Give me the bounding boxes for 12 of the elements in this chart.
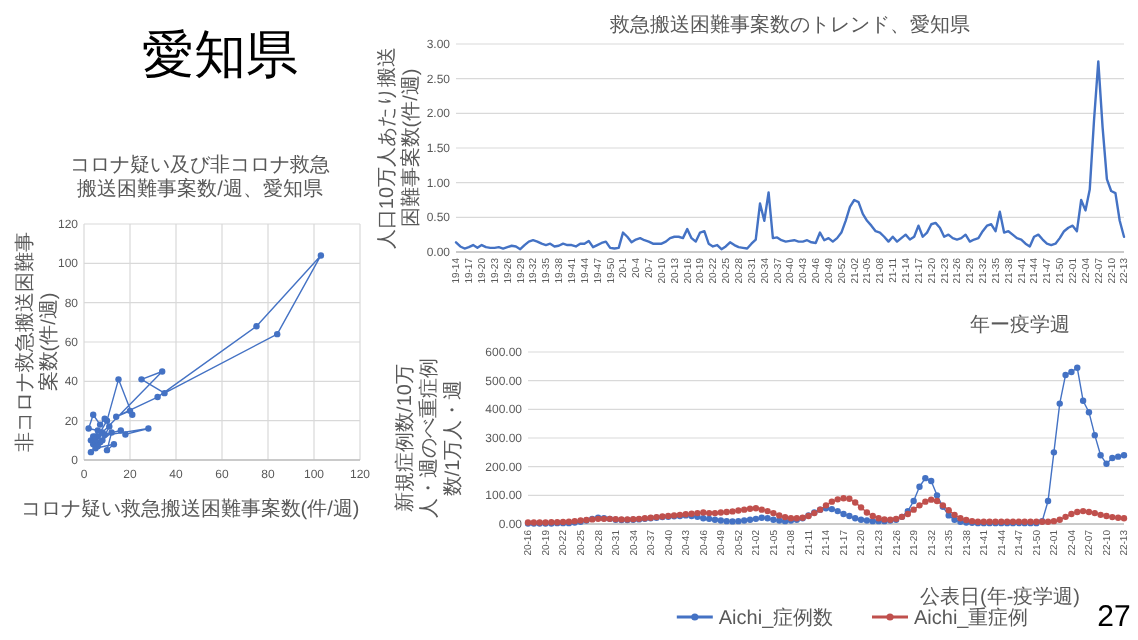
legend-label: Aichi_重症例 (914, 606, 1029, 630)
chart-title: 救急搬送困難事案数のトレンド、愛知県 (608, 13, 970, 37)
y-axis-title: 新規症例数/10万人・週のべ重症例数/1万人・週 (393, 358, 465, 518)
text: 27 (1097, 600, 1131, 634)
chart-title: コロナ疑い及び非コロナ救急搬送困難事案数/週、愛知県 (70, 153, 330, 201)
y-axis-title: 非コロナ救急搬送困難事案数(件/週) (13, 232, 61, 452)
x-axis-title: コロナ疑い救急搬送困難事案数(件/週) (20, 497, 360, 521)
text: 愛知県 (142, 24, 298, 84)
legend-label: Aichi_症例数 (718, 606, 834, 630)
y-axis-title: 人口10万人あたり搬送困難事案数(件/週) (375, 46, 423, 250)
x-axis-title: 年ー疫学週 (970, 313, 1070, 337)
x-axis-title: 公表日(年-疫学週) (920, 585, 1080, 609)
